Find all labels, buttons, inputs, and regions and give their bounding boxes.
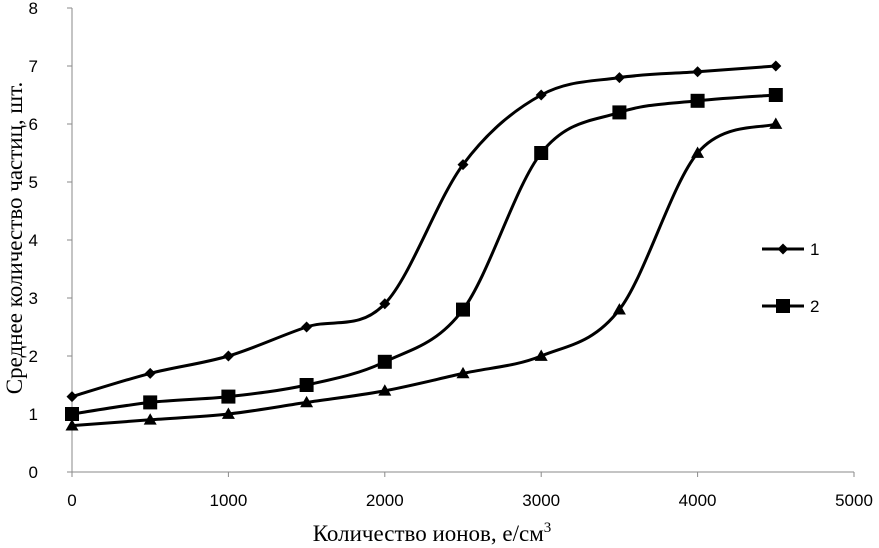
data-point-series-1 xyxy=(535,89,547,101)
x-tick-label: 2000 xyxy=(366,491,404,510)
data-point-series-1 xyxy=(301,321,313,333)
data-point-series-1 xyxy=(457,159,469,171)
series-line-3 xyxy=(71,122,777,428)
data-point-series-2 xyxy=(299,378,314,392)
y-axis-title: Среднее количество частиц, шт. xyxy=(2,82,27,394)
y-tick-label: 5 xyxy=(29,173,38,192)
data-point-series-3 xyxy=(769,117,783,129)
data-point-series-3 xyxy=(612,303,626,315)
axes xyxy=(67,7,855,477)
y-tick-label: 1 xyxy=(29,405,38,424)
data-point-series-2 xyxy=(456,302,470,317)
series-lines xyxy=(71,64,777,428)
series-line-2 xyxy=(71,93,776,416)
legend-marker-1 xyxy=(777,243,789,255)
data-point-series-3 xyxy=(221,407,235,419)
data-point-series-2 xyxy=(221,389,236,404)
x-tick-label: 0 xyxy=(67,491,76,510)
legend: 12 xyxy=(762,240,819,316)
y-tick-label: 3 xyxy=(29,289,38,308)
y-tick-label: 8 xyxy=(29,0,38,18)
x-tick-labels: 0 1000 2000 3000 4000 5000 xyxy=(67,491,873,510)
y-tick-label: 2 xyxy=(29,347,38,366)
data-point-series-1 xyxy=(379,298,391,310)
legend-label-2: 2 xyxy=(810,297,819,316)
x-tick-label: 4000 xyxy=(679,491,717,510)
data-point-series-3 xyxy=(534,349,548,361)
x-tick-label: 5000 xyxy=(835,491,873,510)
data-point-series-1 xyxy=(66,391,78,403)
data-point-series-2 xyxy=(65,407,79,421)
data-point-series-3 xyxy=(378,384,392,396)
data-point-series-3 xyxy=(143,413,157,425)
x-axis-title: Количество ионов, e/см3 xyxy=(313,520,552,546)
data-point-series-3 xyxy=(65,419,79,431)
y-tick-labels: 0 1 2 3 4 5 6 7 8 xyxy=(29,0,38,482)
y-tick-label: 0 xyxy=(29,463,38,482)
x-axis-title-text: Количество ионов, e/см xyxy=(313,521,545,546)
legend-label-1: 1 xyxy=(810,240,819,259)
data-point-series-1 xyxy=(692,66,704,78)
data-point-series-2 xyxy=(612,105,627,120)
x-tick-label: 1000 xyxy=(209,491,247,510)
x-axis-title-superscript: 3 xyxy=(544,520,552,536)
data-point-series-3 xyxy=(456,366,470,379)
y-tick-label: 7 xyxy=(29,57,38,76)
data-point-series-2 xyxy=(690,93,705,108)
legend-marker-2 xyxy=(776,299,790,313)
series-line-1 xyxy=(71,64,776,399)
data-point-series-1 xyxy=(222,350,234,362)
data-point-series-2 xyxy=(377,354,392,369)
y-tick-label: 4 xyxy=(29,231,38,250)
data-point-series-2 xyxy=(768,88,783,102)
data-point-series-1 xyxy=(613,72,625,84)
y-tick-label: 6 xyxy=(29,115,38,134)
x-tick-label: 3000 xyxy=(522,491,560,510)
series-markers xyxy=(65,60,783,431)
data-point-series-2 xyxy=(143,395,158,410)
data-point-series-1 xyxy=(144,367,156,379)
data-point-series-3 xyxy=(300,395,314,408)
data-point-series-1 xyxy=(770,60,782,72)
data-point-series-2 xyxy=(534,146,549,160)
data-point-series-3 xyxy=(691,146,705,158)
